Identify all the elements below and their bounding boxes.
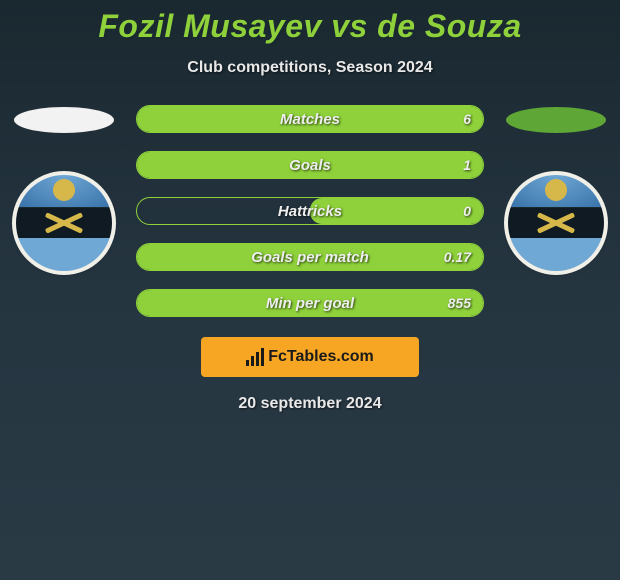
date-text: 20 september 2024: [238, 395, 381, 413]
player-right-column: [496, 105, 616, 317]
brand-bars-icon: [246, 348, 264, 366]
stat-bar-label: Goals: [137, 152, 483, 178]
badge-top-stripe: [508, 175, 604, 208]
flag-oval-right: [506, 107, 606, 133]
badge-top-stripe: [16, 175, 112, 208]
stat-bar-label: Hattricks: [137, 198, 483, 224]
page-subtitle: Club competitions, Season 2024: [187, 59, 432, 77]
infographic-root: Fozil Musayev vs de Souza Club competiti…: [0, 0, 620, 413]
player-left-column: [4, 105, 124, 317]
stat-bar-value-right: 6: [463, 106, 471, 132]
stat-bar-label: Min per goal: [137, 290, 483, 316]
badge-cross-icon: [536, 213, 576, 233]
stat-bar-value-right: 1: [463, 152, 471, 178]
badge-mid-stripe: [508, 208, 604, 239]
stat-bar: Goals1: [136, 151, 484, 179]
stat-bars: Matches6Goals1Hattricks0Goals per match0…: [136, 105, 484, 317]
page-title: Fozil Musayev vs de Souza: [98, 8, 521, 45]
stat-bar-value-right: 0: [463, 198, 471, 224]
stat-bar-value-right: 855: [448, 290, 471, 316]
badge-ball-icon: [545, 179, 567, 201]
club-badge-right: [508, 175, 604, 271]
brand-box: FcTables.com: [201, 337, 419, 377]
main-row: Matches6Goals1Hattricks0Goals per match0…: [0, 105, 620, 317]
stat-bar: Matches6: [136, 105, 484, 133]
club-badge-left: [16, 175, 112, 271]
stat-bar: Hattricks0: [136, 197, 484, 225]
badge-ball-icon: [53, 179, 75, 201]
stat-bar: Goals per match0.17: [136, 243, 484, 271]
stat-bar-label: Goals per match: [137, 244, 483, 270]
badge-bot-stripe: [16, 238, 112, 271]
flag-oval-left: [14, 107, 114, 133]
badge-mid-stripe: [16, 208, 112, 239]
stat-bar-label: Matches: [137, 106, 483, 132]
stat-bar: Min per goal855: [136, 289, 484, 317]
badge-cross-icon: [44, 213, 84, 233]
stat-bar-value-right: 0.17: [444, 244, 471, 270]
brand-text: FcTables.com: [268, 348, 374, 366]
badge-bot-stripe: [508, 238, 604, 271]
